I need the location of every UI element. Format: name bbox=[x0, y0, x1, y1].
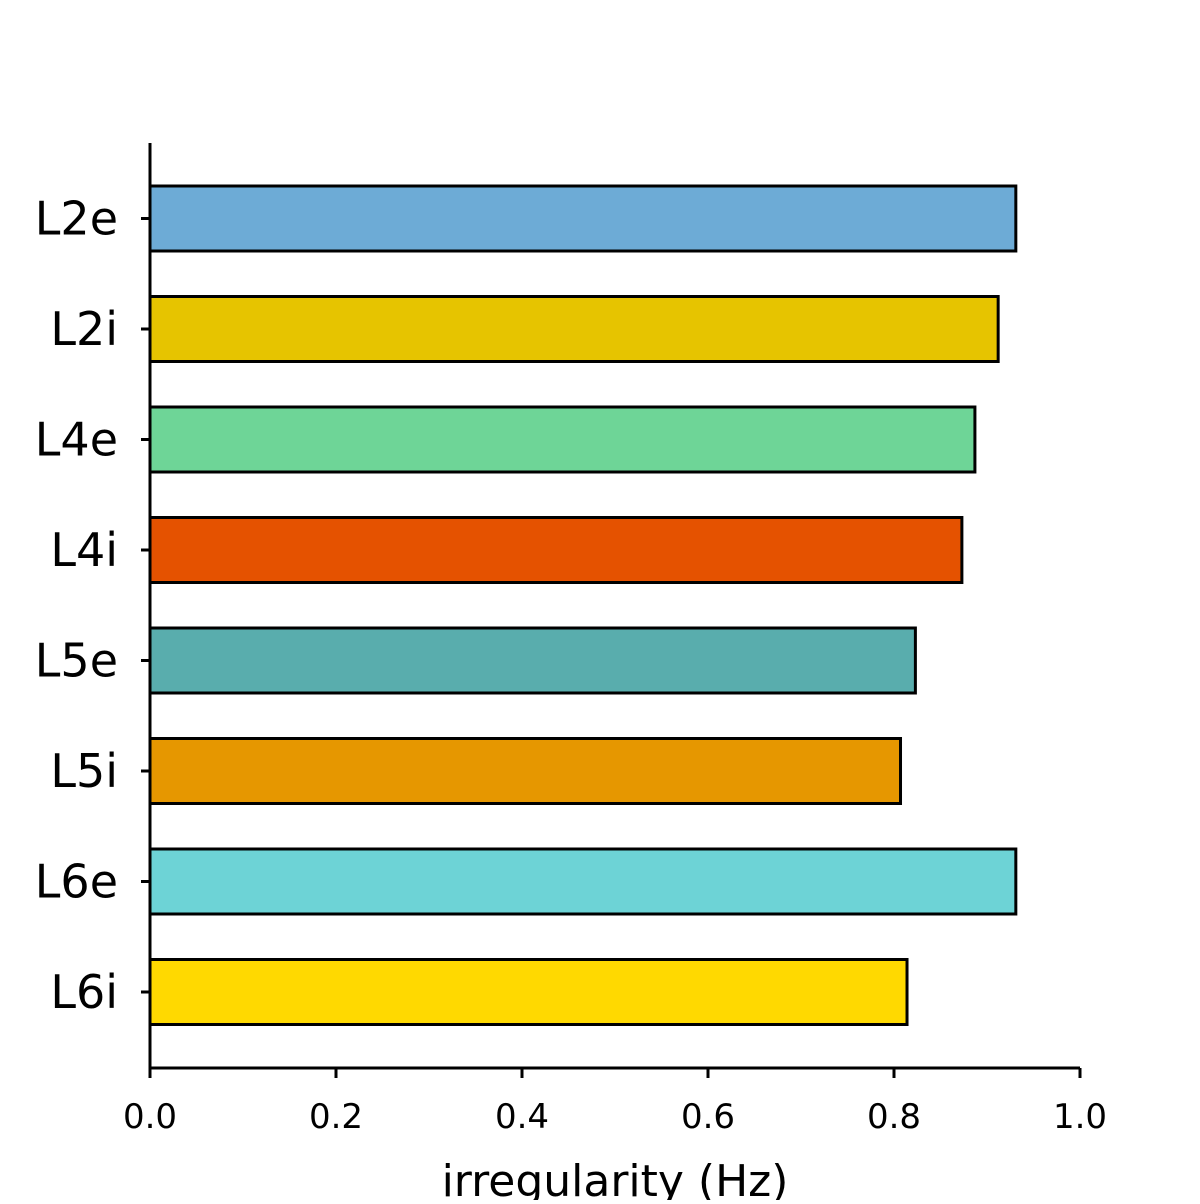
y-tick-label-l5e: L5e bbox=[35, 634, 118, 688]
axes-layer bbox=[148, 143, 1080, 1070]
ticks-layer: L2e L2i L4e L4i L5e L5i L6e L6i 0.0 0.2 0.4 0.6 0.8 1… bbox=[35, 192, 1107, 1138]
x-tick-label: 0.8 bbox=[867, 1097, 921, 1137]
y-tick-label-l6i: L6i bbox=[50, 965, 118, 1019]
y-tick-label-l2i: L2i bbox=[50, 302, 118, 356]
bar-l5i bbox=[148, 737, 903, 805]
bar-l6e bbox=[148, 847, 1018, 916]
bar-l4e bbox=[148, 405, 977, 474]
y-tick-label-l5i: L5i bbox=[50, 744, 118, 798]
x-tick-label: 0.2 bbox=[309, 1097, 363, 1137]
y-tick-label-l6e: L6e bbox=[35, 855, 118, 909]
x-tick-label: 0.4 bbox=[495, 1097, 549, 1137]
y-tick-label-l4e: L4e bbox=[35, 413, 118, 467]
x-axis-label: irregularity (Hz) bbox=[442, 1156, 789, 1200]
bar-l5e bbox=[148, 626, 917, 695]
bar-l4i bbox=[148, 516, 964, 584]
bars-layer bbox=[148, 184, 1018, 1026]
x-tick-label: 1.0 bbox=[1053, 1097, 1107, 1137]
y-tick-label-l4i: L4i bbox=[50, 523, 118, 577]
bar-l6i bbox=[148, 958, 909, 1026]
y-tick-label-l2e: L2e bbox=[35, 192, 118, 246]
bar-l2i bbox=[148, 295, 1000, 363]
x-tick-label: 0.6 bbox=[681, 1097, 735, 1137]
bar-l2e bbox=[148, 184, 1018, 253]
x-tick-label: 0.0 bbox=[123, 1097, 177, 1137]
